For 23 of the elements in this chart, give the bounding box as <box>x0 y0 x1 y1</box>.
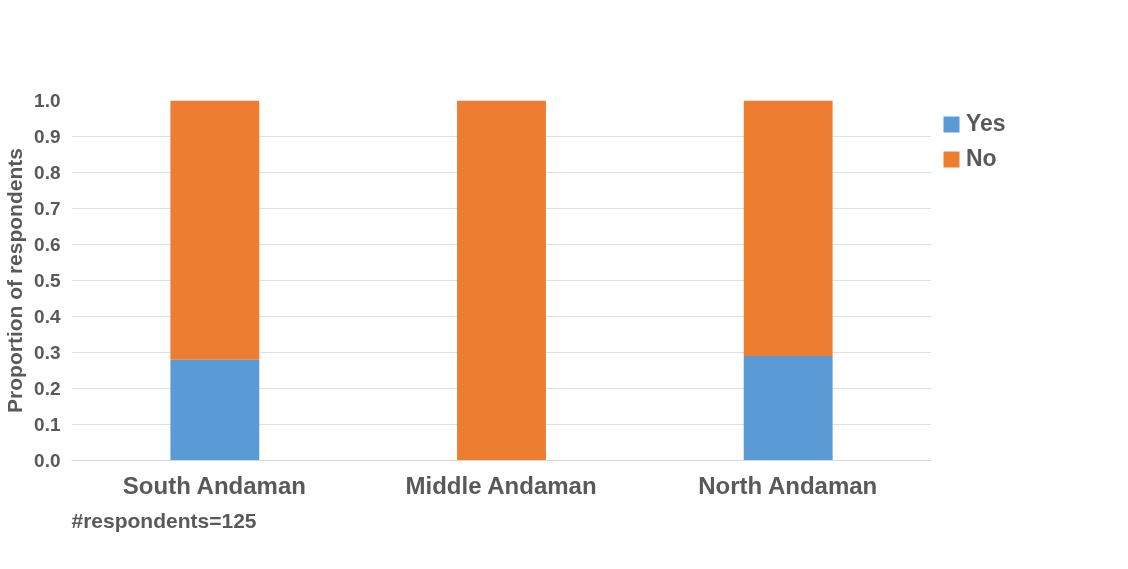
bar <box>457 100 546 461</box>
legend-label: Yes <box>966 110 1006 137</box>
x-tick-label: North Andaman <box>698 471 878 499</box>
text: #respondents=125 <box>71 508 257 532</box>
y-tick-label: 0.9 <box>34 126 61 147</box>
y-tick-label: 0.4 <box>34 306 61 327</box>
y-tick-label: 0.8 <box>34 162 61 183</box>
y-tick-label: 0.1 <box>34 414 61 435</box>
bar <box>170 100 260 360</box>
y-tick-label: 0.2 <box>34 378 61 399</box>
y-axis-title: Proportion of respondents <box>3 148 27 413</box>
legend-label: No <box>966 145 997 172</box>
x-tick-label: Middle Andaman <box>405 471 597 499</box>
y-tick-label: 0.3 <box>34 342 61 363</box>
y-tick-label: 0.6 <box>34 234 61 255</box>
y-tick-label: 0.5 <box>34 270 61 291</box>
bar <box>743 100 833 357</box>
bar <box>743 356 833 461</box>
x-tick-label: South Andaman <box>122 471 306 499</box>
y-tick-label: 0.7 <box>34 198 61 219</box>
bar <box>170 359 260 461</box>
y-tick-label: 0.0 <box>34 450 61 471</box>
y-tick-label: 1.0 <box>34 90 61 111</box>
